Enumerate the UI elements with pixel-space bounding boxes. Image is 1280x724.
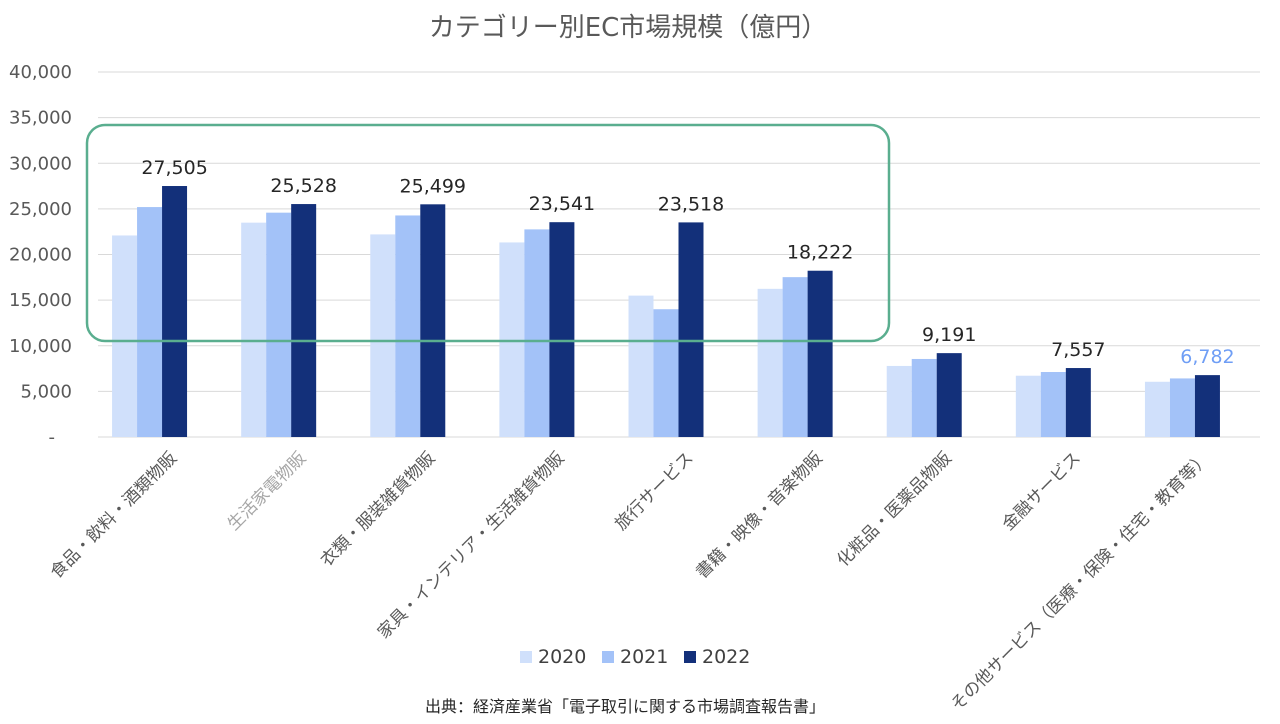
legend: 2020 2021 2022: [520, 646, 750, 668]
data-label: 25,528: [270, 175, 336, 197]
bar-2021: [1169, 378, 1195, 437]
category-label: 生活家電物販: [224, 448, 310, 534]
bar-2022: [936, 353, 962, 437]
y-tick-label: 25,000: [9, 199, 72, 220]
bar-2021: [653, 309, 679, 437]
bar-2021: [137, 207, 163, 437]
bar-2020: [499, 242, 525, 437]
category-label: 化粧品・医薬品物販: [833, 448, 955, 570]
chart-title: カテゴリー別EC市場規模（億円）: [429, 13, 828, 43]
bar-2021: [524, 229, 550, 437]
data-label: 18,222: [787, 242, 853, 264]
bar-2022: [162, 186, 188, 437]
data-label: 7,557: [1051, 339, 1105, 361]
data-label: 9,191: [922, 324, 976, 346]
bar-2020: [1144, 381, 1170, 437]
bar-2020: [370, 234, 396, 437]
category-label: 旅行サービス: [611, 448, 697, 534]
category-label: その他サービス（医療・保険・住宅・教育等）: [947, 448, 1214, 715]
legend-swatch-2020: [520, 651, 532, 663]
bar-2021: [911, 358, 937, 437]
data-label: 6,782: [1180, 346, 1234, 368]
bar-2021: [1040, 372, 1066, 437]
y-tick-label: 30,000: [9, 153, 72, 174]
category-label: 書籍・映像・音楽物販: [692, 448, 826, 582]
bar-2021: [395, 215, 421, 437]
data-labels: 27,505 25,528 25,499 23,541 23,518 18,222 9,19…: [141, 157, 1234, 368]
category-label: 食品・飲料・酒類物販: [47, 448, 181, 582]
y-tick-label: -: [49, 427, 56, 448]
legend-label-2020: 2020: [538, 646, 586, 668]
bar-2022: [1065, 368, 1091, 437]
y-axis-ticks: - 5,000 10,000 15,000 20,000 25,000 30,000 35,0…: [9, 62, 72, 448]
legend-label-2022: 2022: [702, 646, 750, 668]
bars: [112, 186, 1220, 437]
data-label: 23,541: [529, 193, 595, 215]
bar-2021: [266, 212, 292, 437]
data-label: 23,518: [658, 193, 724, 215]
bar-2020: [112, 235, 138, 437]
y-tick-label: 35,000: [9, 108, 72, 129]
bar-2020: [886, 365, 912, 437]
bar-2022: [291, 204, 317, 437]
highlight-box: [85, 123, 891, 343]
legend-swatch-2021: [602, 651, 614, 663]
bar-2021: [782, 277, 808, 437]
category-label: 衣類・服装雑貨物販: [317, 448, 439, 570]
bar-2022: [678, 222, 704, 437]
category-labels: 食品・飲料・酒類物販 生活家電物販 衣類・服装雑貨物販家具・インテリア・生活雑貨物販…: [47, 448, 1214, 715]
data-label: 27,505: [141, 157, 207, 179]
category-label: 金融サービス: [999, 448, 1085, 534]
legend-label-2021: 2021: [620, 646, 668, 668]
y-tick-label: 20,000: [9, 245, 72, 266]
bar-2022: [1194, 375, 1220, 437]
y-tick-label: 10,000: [9, 336, 72, 357]
source-note: 出典：経済産業省「電子取引に関する市場調査報告書」: [425, 697, 825, 716]
bar-2020: [1015, 375, 1041, 437]
bar-2022: [420, 204, 446, 437]
bar-2022: [807, 270, 833, 437]
y-tick-label: 15,000: [9, 290, 72, 311]
bar-2020: [757, 288, 783, 437]
legend-swatch-2022: [684, 651, 696, 663]
y-tick-label: 40,000: [9, 62, 72, 83]
bar-2020: [241, 222, 267, 437]
data-label: 25,499: [400, 175, 466, 197]
bar-2020: [628, 295, 654, 437]
bar-2022: [549, 222, 575, 437]
y-tick-label: 5,000: [20, 381, 72, 402]
